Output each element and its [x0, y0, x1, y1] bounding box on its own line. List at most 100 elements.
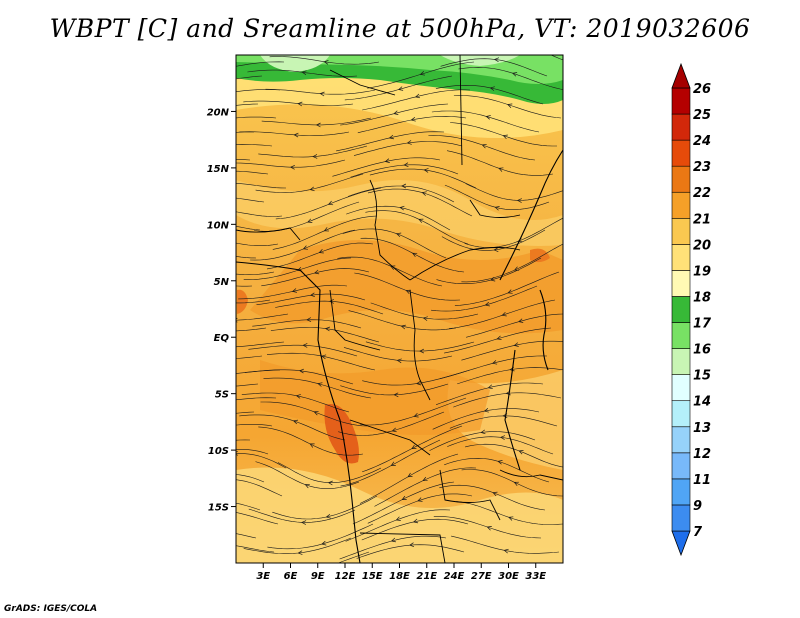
streamline-arrow: [304, 483, 310, 489]
streamline: [236, 143, 273, 147]
streamline-arrow: [302, 245, 308, 250]
streamline: [236, 226, 261, 231]
streamline-arrow: [500, 435, 506, 440]
streamline-arrow: [328, 299, 334, 304]
streamline-arrow: [396, 358, 402, 364]
colorbar-min-arrow: [671, 530, 691, 557]
border-sudan: [469, 199, 521, 218]
streamline-arrow: [225, 91, 229, 95]
streamline-arrow: [229, 65, 233, 69]
streamline: [236, 75, 263, 80]
streamline-arrow: [490, 276, 496, 282]
streamline-arrow: [202, 249, 206, 253]
border-namibia: [359, 532, 446, 563]
map-title: WBPT [C] and Sreamline at 500hPa, VT: 20…: [49, 14, 751, 43]
cool-band-sahel: [236, 180, 563, 246]
streamline-arrow: [313, 269, 320, 275]
streamline-arrow: [309, 186, 315, 192]
streamline: [236, 313, 289, 321]
streamline-arrow: [225, 372, 229, 376]
lake-tanganyika: [504, 349, 521, 471]
streamline-arrow: [419, 348, 425, 354]
plot-area: [197, 55, 563, 563]
colorbar-label: 17: [693, 317, 712, 332]
border-drc: [409, 289, 431, 401]
streamline-arrow: [199, 415, 203, 419]
streamline-arrow: [321, 354, 327, 360]
streamline: [236, 453, 287, 469]
streamline-arrow: [508, 516, 514, 521]
streamline-arrow: [485, 115, 491, 120]
border-congo: [329, 289, 381, 351]
colorbar-box: [671, 296, 691, 323]
colorbar-label: 23: [693, 160, 711, 175]
streamline-arrow: [419, 71, 425, 76]
streamline-arrow: [422, 316, 428, 321]
streamline: [337, 551, 370, 563]
streamline-arrow: [291, 288, 297, 293]
colorbar: 7 9 11 12 13 14 15 16 17 18 19 20 21 22 23 24 25 26: [671, 62, 712, 557]
lat-tick-label: 5N: [214, 277, 230, 288]
streamline-arrow: [401, 183, 407, 189]
coastlines: [236, 149, 563, 563]
streamline-arrow: [309, 443, 315, 448]
streamline-arrow: [518, 450, 524, 455]
lat-tick-label: 10S: [208, 446, 229, 457]
streamline-arrow: [399, 205, 405, 211]
streamline-arrow: [507, 289, 513, 294]
streamline-arrow: [395, 232, 402, 238]
streamline-arrow: [388, 134, 394, 140]
streamline-arrow: [309, 292, 316, 298]
streamline: [236, 256, 257, 259]
border-mozambique: [499, 469, 563, 481]
streamline: [236, 327, 267, 332]
lon-tick-label: 9E: [311, 571, 325, 582]
colorbar-label: 21: [693, 212, 711, 227]
streamline-arrow: [416, 380, 422, 386]
streamline-arrow: [494, 206, 500, 211]
border-chad: [369, 179, 411, 281]
colorbar-box: [671, 478, 691, 506]
streamline-arrow: [211, 329, 215, 333]
streamline: [236, 545, 275, 553]
streamline-arrow: [390, 537, 396, 543]
border-nigeria: [236, 227, 301, 241]
streamline-arrow: [418, 218, 424, 223]
streamline-arrow: [323, 59, 329, 65]
streamline-arrow: [230, 477, 234, 481]
streamline: [236, 89, 281, 92]
streamline: [236, 533, 257, 539]
streamline: [236, 424, 273, 427]
hot-spot-gabon: [237, 289, 248, 314]
streamline: [236, 242, 279, 246]
streamline: [236, 439, 251, 441]
streamline-arrow: [390, 265, 396, 270]
border-angola-drc: [349, 419, 431, 456]
streamline-arrow: [486, 526, 492, 531]
streamline-arrow: [492, 491, 498, 497]
streamline-arrow: [199, 135, 203, 139]
streamline-arrow: [503, 548, 509, 554]
streamline-arrow: [518, 318, 524, 323]
colorbar-label: 19: [693, 264, 711, 279]
streamline-arrow: [498, 167, 504, 172]
streamline-arrow: [403, 162, 409, 168]
streamline: [236, 116, 277, 119]
colorbar-box: [671, 191, 691, 219]
colorbar-label: 12: [693, 447, 711, 462]
streamline-arrow: [306, 317, 312, 322]
streamline-arrow: [410, 117, 416, 122]
lon-tick-label: 33E: [525, 571, 546, 582]
streamline-arrow: [513, 481, 519, 487]
streamline-arrow: [411, 252, 418, 258]
streamline-arrow: [197, 280, 201, 284]
streamline-arrow: [406, 140, 412, 145]
streamline-arrow: [497, 460, 503, 465]
colorbar-label: 24: [693, 134, 711, 149]
colorbar-label: 13: [693, 421, 711, 436]
streamline-arrow: [298, 368, 305, 374]
streamlines: [197, 55, 563, 563]
lon-tick-label: 24E: [444, 571, 465, 582]
streamline-arrow: [313, 410, 319, 416]
